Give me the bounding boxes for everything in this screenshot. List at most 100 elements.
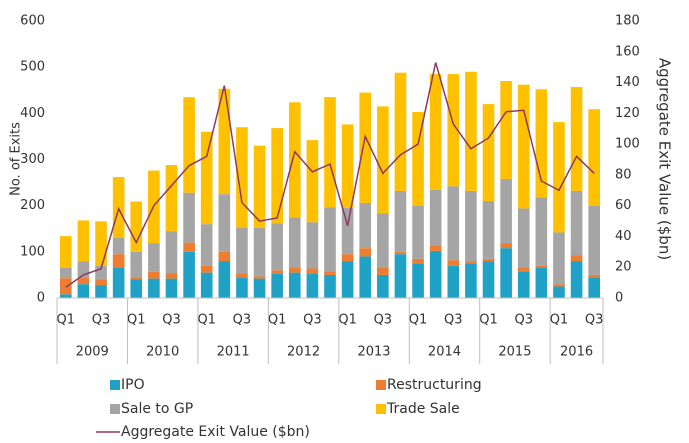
bar-segment [517,271,530,298]
bar-segment [148,278,160,298]
x-tick-label: Q1 [479,313,498,328]
bar-segment [95,265,107,280]
y-axis-label: No. of Exits [9,122,24,196]
bar-segment [359,256,372,298]
year-label: 2010 [146,345,179,360]
bar-segment [112,237,125,255]
y2-tick-label: 20 [615,260,632,275]
bar-segment [253,276,266,279]
bar-segment [271,223,283,271]
bar-segment [288,217,301,268]
bar-segment [447,74,460,187]
bar-segment [77,277,90,285]
bar-segment [553,232,565,285]
bar-segment [412,258,424,264]
bar-segment [165,273,178,279]
bar-segment [447,186,460,261]
bar-segment [377,267,389,275]
x-tick-label: Q3 [514,313,533,328]
bar-segment [394,251,407,255]
bar-segment [218,261,231,298]
bar-segment [588,277,601,298]
bar-segment [553,286,565,298]
bar-segment [148,243,160,272]
bar-segment [412,111,424,206]
x-tick-label: Q3 [303,313,322,328]
bar-segment [412,205,424,259]
legend-label: Aggregate Exit Value ($bn) [121,424,310,440]
x-tick-label: Q3 [374,313,393,328]
bar-segment [482,104,495,202]
bar-segment [341,207,354,255]
y-tick-label: 100 [20,244,45,259]
bar-segment [359,92,372,203]
year-label: 2015 [498,345,531,360]
bar-segment [95,221,107,266]
bar-segment [482,261,495,298]
bar-segment [500,243,512,249]
bar-segment [77,220,90,262]
bar-segment [236,273,248,278]
bar-segment [429,189,442,246]
bar-segment [130,279,143,298]
bar-segment [218,194,231,252]
bar-segment [535,265,548,268]
x-tick-label: Q3 [444,313,463,328]
bar-segment [59,294,72,298]
bar-segment [183,192,195,243]
bar-segment [200,224,213,266]
year-label: 2013 [357,345,390,360]
x-tick-label: Q1 [550,313,569,328]
bar-segment [183,242,195,252]
bar-segment [465,71,477,191]
x-tick-label: Q1 [338,313,357,328]
bar-segment [553,122,565,233]
x-tick-label: Q1 [57,313,76,328]
bar-segment [429,74,442,190]
bar-segment [306,273,319,298]
bar-segment [271,128,283,224]
bar-segment [429,245,442,251]
bar-segment [517,208,530,268]
bar-segment [236,127,248,228]
y2-tick-label: 0 [615,291,623,306]
bar-segment [77,284,90,298]
bar-segment [130,251,143,278]
y2-tick-label: 100 [615,137,640,152]
bar-segment [377,213,389,268]
legend-swatch [376,380,386,390]
y2-tick-label: 140 [615,75,640,90]
bar-segment [95,279,107,286]
bar-segment [394,190,407,252]
legend-label: IPO [121,377,145,393]
bar-segment [306,268,319,274]
y2-tick-label: 120 [615,106,640,121]
bar-segment [377,106,389,214]
y-tick-label: 0 [37,291,45,306]
bar-segment [570,190,583,256]
x-tick-label: Q3 [162,313,181,328]
year-label: 2014 [428,345,461,360]
bar-segment [253,278,266,298]
bar-segment [59,236,72,268]
bar-segment [200,272,213,298]
bar-segment [535,89,548,198]
bar-segment [324,271,336,275]
bar-segment [359,248,372,257]
bar-segment [271,273,283,298]
y-tick-label: 400 [20,106,45,121]
legend-swatch [376,404,386,414]
bar-segment [112,254,125,268]
x-tick-label: Q3 [233,313,252,328]
bar-segment [324,274,336,298]
bar-segment [500,248,512,298]
bar-segment [341,124,354,208]
bar-segment [377,274,389,298]
legend-label: Trade Sale [386,401,460,417]
bar-segment [535,267,548,298]
bar-segment [570,255,583,262]
bar-segment [59,278,72,295]
bar-segment [447,260,460,266]
y2-tick-label: 160 [615,44,640,59]
